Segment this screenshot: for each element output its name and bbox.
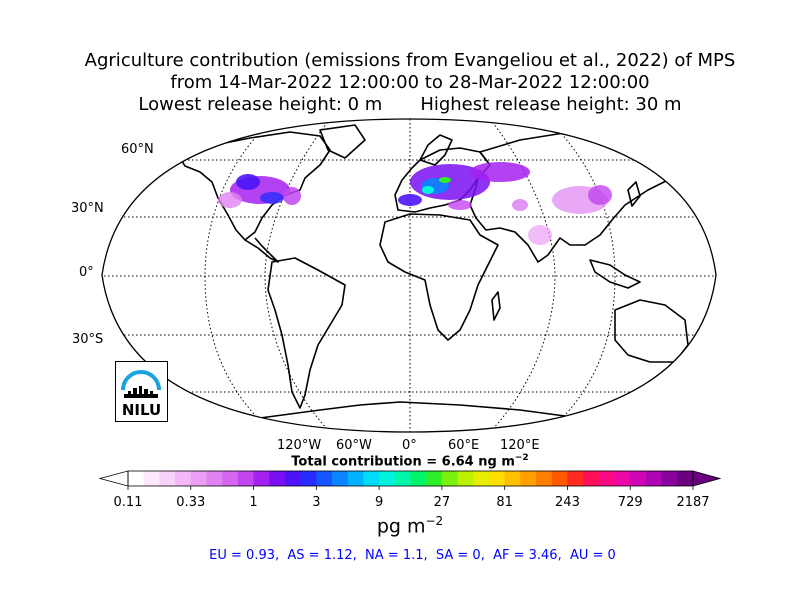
colorbar-tick-label: 81 [496,495,513,510]
nilu-logo-graphic [121,370,161,398]
colorbar-swatch [284,471,302,486]
coastlines [174,124,705,426]
lon-label-60e: 60°E [448,438,480,453]
colorbar-swatch [190,471,207,486]
colorbar-extend-low [98,470,129,487]
colorbar-swatch [269,471,286,486]
colorbar-swatch [159,471,176,486]
colorbar-swatch [206,471,223,486]
colorbar-swatch [332,471,349,486]
colorbar-unit-text: pg m [376,515,426,538]
colorbar-swatch [175,471,192,486]
colorbar-tick-label: 0.11 [113,495,143,510]
lat-label-equator: 0° [79,265,94,280]
colorbar-tick-label: 243 [555,495,580,510]
graticule [102,119,716,432]
lon-label-60w: 60°W [336,438,372,453]
colorbar-swatch [536,471,553,486]
colorbar-swatch [551,471,568,486]
nilu-logo-text: NILU [121,401,162,419]
colorbar-swatch [598,471,616,486]
colorbar-swatch [347,471,364,486]
colorbar-swatch [237,471,255,486]
colorbar-tick-label: 27 [433,495,451,510]
colorbar-extend-high [692,470,722,487]
colorbar-swatch [426,471,443,486]
colorbar-unit-exponent: −2 [425,514,444,528]
colorbar-tick-label: 729 [617,495,643,510]
field-europe [398,162,530,210]
lon-label-120e: 120°E [500,438,540,453]
colorbar-swatch [630,471,647,486]
colorbar-swatch [504,471,521,486]
colorbar-swatch [441,471,459,486]
colorbar-tick-label: 2187 [676,495,710,510]
colorbar-swatch [457,471,474,486]
colorbar-tick-label: 3 [312,495,321,510]
nilu-logo: NILU [115,361,168,422]
colorbar-swatch [316,471,333,486]
colorbar-swatch [567,471,584,486]
colorbar-swatch [410,471,427,486]
concentration-field [218,162,612,245]
title-line-2: from 14-Mar-2022 12:00:00 to 28-Mar-2022… [170,72,650,93]
colorbar-frame [127,470,694,487]
regional-contributions: EU = 0.93, AS = 1.12, NA = 1.1, SA = 0, … [209,548,616,563]
lat-label-30n: 30°N [71,201,104,216]
field-north-america [218,174,301,208]
colorbar-swatch [614,471,631,486]
lon-label-120w: 120°W [277,438,322,453]
title-line-3: Lowest release height: 0 m Highest releas… [0,94,800,116]
colorbar-swatch [520,471,537,486]
colorbar-swatch [363,471,380,486]
map-border [101,118,717,433]
colorbar-swatch [645,471,663,486]
lowest-release-height: Lowest release height: 0 m [138,94,383,115]
colorbar-swatch [379,471,396,486]
colorbar-swatch [222,471,239,486]
highest-release-height: Highest release height: 30 m [420,94,682,115]
colorbar-swatch [677,471,694,486]
colorbar-swatch [661,471,678,486]
colorbar-swatch [394,471,411,486]
title-line-1: Agriculture contribution (emissions from… [84,50,736,71]
colorbar-swatch [300,471,317,486]
colorbar-unit: pg m−2 [0,514,800,537]
colorbar-tick-label: 9 [374,495,384,510]
field-asia [512,185,612,245]
total-contribution-text: Total contribution = 6.64 ng m [291,454,515,470]
colorbar-swatch [143,471,160,486]
lat-label-30s: 30°S [72,332,104,347]
colorbar-tick-label: 1 [249,495,258,510]
colorbar-swatch [473,471,490,486]
colorbar-swatch [253,471,270,486]
total-contribution: Total contribution = 6.64 ng m−2 [0,453,800,469]
colorbar-swatch [128,471,145,486]
colorbar-swatch [488,471,506,486]
lat-label-60n: 60°N [121,142,154,157]
colorbar-tick-label: 0.33 [176,495,206,510]
total-contribution-exponent: −2 [514,453,529,463]
colorbar-swatch [583,471,600,486]
lon-label-0: 0° [402,438,417,453]
